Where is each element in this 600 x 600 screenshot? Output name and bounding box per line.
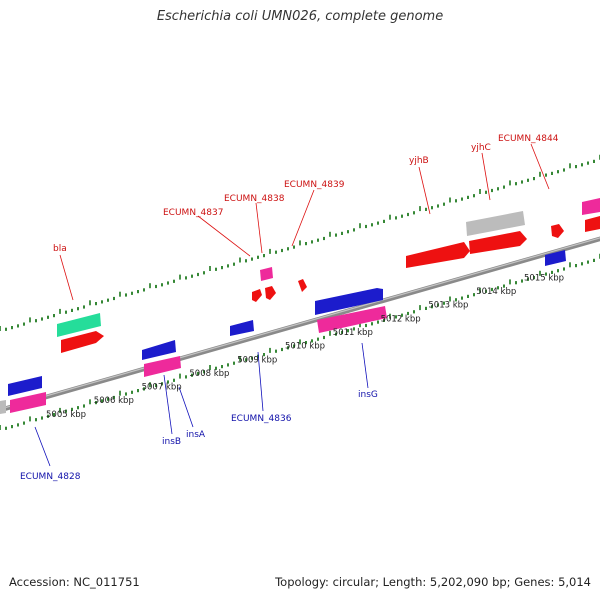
inner-tick-ring xyxy=(0,253,600,430)
label-yjhb[interactable]: yjhB xyxy=(409,156,429,166)
label-insg[interactable]: insG xyxy=(358,390,378,400)
gene-edge-forward[interactable] xyxy=(585,216,600,232)
label-ecumn-4844[interactable]: ECUMN_4844 xyxy=(498,134,559,144)
gene-yjhc-forward[interactable] xyxy=(469,231,527,254)
gene-edge-pink[interactable] xyxy=(582,198,600,215)
scale-label: 5010 kbp xyxy=(285,342,325,352)
genome-summary-text: Topology: circular; Length: 5,202,090 bp… xyxy=(275,575,591,589)
accession-text: Accession: NC_011751 xyxy=(9,575,140,589)
scale-label: 5013 kbp xyxy=(428,301,468,311)
gene-ecumn-4838-pink[interactable] xyxy=(260,267,273,281)
map-title: Escherichia coli UMN026, complete genome xyxy=(156,9,444,24)
scale-label: 5009 kbp xyxy=(237,355,277,365)
leader-ecumn-4838 xyxy=(255,202,263,254)
scale-label: 5005 kbp xyxy=(46,410,86,420)
leader-ecumn-4844 xyxy=(530,143,550,190)
genome-backbone-highlight xyxy=(0,237,600,410)
leader-ecumn-4828 xyxy=(34,426,51,467)
label-ecumn-4837[interactable]: ECUMN_4837 xyxy=(163,208,223,218)
gene-bla-green[interactable] xyxy=(57,313,101,337)
leader-insb xyxy=(163,374,173,435)
genome-backbone xyxy=(0,236,600,413)
label-ecumn-4828[interactable]: ECUMN_4828 xyxy=(20,472,81,482)
outer-tick-ring xyxy=(0,154,600,331)
label-bla[interactable]: bla xyxy=(53,244,67,254)
scale-label: 5007 kbp xyxy=(142,383,182,393)
leader-insa xyxy=(178,386,194,428)
gene-edge-gray[interactable] xyxy=(0,400,6,414)
gene-ecumn-4828-pink[interactable] xyxy=(10,392,46,413)
scale-label: 5006 kbp xyxy=(94,396,134,406)
gene-ecumn-4836-reverse[interactable] xyxy=(230,320,254,336)
leader-ecumn-4839 xyxy=(291,189,315,247)
gene-bla-forward[interactable] xyxy=(61,331,104,353)
label-ecumn-4838[interactable]: ECUMN_4838 xyxy=(224,194,285,204)
scale-label: 5011 kbp xyxy=(333,328,373,338)
gene-insg-pink[interactable] xyxy=(317,306,387,333)
scale-label: 5012 kbp xyxy=(381,314,421,324)
label-ecumn-4839[interactable]: ECUMN_4839 xyxy=(284,180,345,190)
label-yjhc[interactable]: yjhC xyxy=(471,143,491,153)
scale-label: 5014 kbp xyxy=(476,287,516,297)
gene-ecumn-4838[interactable] xyxy=(265,286,276,300)
gene-insb-reverse[interactable] xyxy=(142,340,176,360)
gene-yjhb-forward[interactable] xyxy=(406,242,470,268)
scale-label: 5015 kbp xyxy=(524,273,564,283)
scale-labels: 5005 kbp 5006 kbp 5007 kbp 5008 kbp 5009 kbp… xyxy=(46,273,564,420)
scale-label: 5008 kbp xyxy=(189,369,229,379)
gene-ecumn-4844[interactable] xyxy=(551,224,564,238)
label-insb[interactable]: insB xyxy=(162,437,181,447)
gene-yjhc-gray[interactable] xyxy=(466,211,525,236)
label-insa[interactable]: insA xyxy=(186,430,206,440)
gene-ecumn-4839[interactable] xyxy=(298,279,307,292)
gene-ecumn-4844-reverse[interactable] xyxy=(545,250,566,266)
gene-insa-pink[interactable] xyxy=(144,356,181,377)
leader-ecumn-4837 xyxy=(197,215,251,257)
label-ecumn-4836[interactable]: ECUMN_4836 xyxy=(231,414,292,424)
gene-ecumn-4828-reverse[interactable] xyxy=(8,376,42,396)
gene-insg-reverse[interactable] xyxy=(315,288,383,315)
gene-ecumn-4837[interactable] xyxy=(252,289,262,302)
leader-yjhc xyxy=(481,152,491,201)
leader-bla xyxy=(59,254,74,301)
leader-ecumn-4836 xyxy=(257,351,264,412)
leader-yjhb xyxy=(418,166,431,215)
leader-insg xyxy=(361,342,369,389)
